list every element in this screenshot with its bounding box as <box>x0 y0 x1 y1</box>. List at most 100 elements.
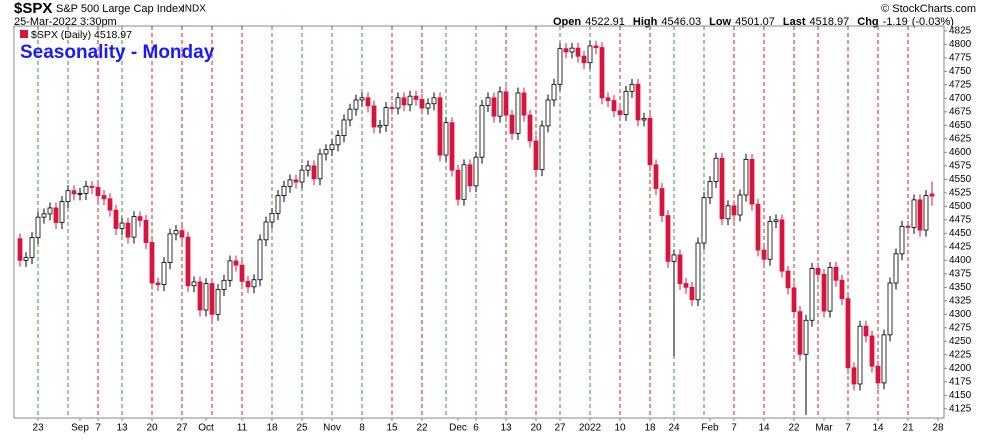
x-tick-label: 22 <box>788 423 800 434</box>
candle-body <box>221 279 227 290</box>
candle-body <box>893 253 899 284</box>
y-tick-label: 4375 <box>949 268 972 279</box>
x-tick-label: 13 <box>500 423 512 434</box>
candle-body <box>191 281 197 287</box>
candle-body <box>197 281 203 311</box>
chart-title: Seasonality - Monday <box>20 42 215 63</box>
candle-body <box>461 164 467 200</box>
quote-change-pct: (-0.03%) <box>912 16 954 28</box>
quote-value: 4518.97 <box>810 16 850 28</box>
candle-body <box>479 104 485 158</box>
candle-body <box>401 97 407 106</box>
copyright: © StockCharts.com <box>881 3 976 15</box>
candle-body <box>119 222 125 229</box>
x-tick-label: 15 <box>386 423 398 434</box>
timestamp: 25-Mar-2022 3:30pm <box>14 16 117 28</box>
x-tick-label: 18 <box>266 423 278 434</box>
y-tick-label: 4350 <box>949 282 972 293</box>
candle-body <box>335 135 341 146</box>
candle-body <box>419 99 425 109</box>
y-tick-label: 4525 <box>949 187 972 198</box>
candle-body <box>593 45 599 48</box>
y-tick-label: 4700 <box>949 93 972 104</box>
legend-entry: $SPX (Daily) 4518.97 <box>31 29 132 41</box>
candle-body <box>65 190 71 202</box>
candle-body <box>767 221 773 260</box>
y-tick-label: 4125 <box>949 403 972 414</box>
candle-body <box>317 153 323 180</box>
quote: Open 4522.91 High 4546.03 Low 4501.07 Last 4518… <box>553 16 954 28</box>
candle-body <box>791 287 797 313</box>
candle-body <box>347 108 353 121</box>
candle-body <box>707 181 713 199</box>
quote-value: -1.19 <box>883 16 908 28</box>
candle-body <box>257 239 263 281</box>
candle-body <box>719 157 725 220</box>
y-tick-label: 4550 <box>949 174 972 185</box>
candle-body <box>107 198 113 211</box>
candle-body <box>641 117 647 121</box>
candle-body <box>131 216 137 238</box>
quote-label: Chg <box>857 16 878 28</box>
x-tick-label: 28 <box>932 423 944 434</box>
candle-body <box>305 165 311 171</box>
candle-body <box>287 179 293 187</box>
candle-body <box>359 97 365 101</box>
candle-body <box>167 233 173 263</box>
candle-body <box>227 260 233 281</box>
candle-body <box>869 335 875 367</box>
y-tick-label: 4200 <box>949 363 972 374</box>
candle-body <box>239 264 245 282</box>
candle-body <box>485 97 491 106</box>
candle-body <box>803 319 809 355</box>
candle-body <box>77 192 83 195</box>
y-tick-label: 4275 <box>949 322 972 333</box>
candle-body <box>203 283 209 311</box>
x-tick-label: 23 <box>32 423 44 434</box>
candle-body <box>695 242 701 301</box>
candle-body <box>785 270 791 289</box>
y-tick-label: 4400 <box>949 255 972 266</box>
candle-body <box>155 282 161 286</box>
candle-body <box>605 97 611 101</box>
candle-body <box>521 92 527 116</box>
y-tick-label: 4250 <box>949 336 972 347</box>
candle-body <box>773 219 779 222</box>
candle-body <box>539 125 545 171</box>
candle-body <box>263 221 269 241</box>
candle-body <box>365 97 371 107</box>
symbol-name: S&P 500 Large Cap Index <box>56 3 184 15</box>
quote-value: 4546.03 <box>661 16 701 28</box>
candle-body <box>143 219 149 243</box>
candle-body <box>749 158 755 205</box>
y-tick-label: 4575 <box>949 160 972 171</box>
candle-body <box>851 367 857 385</box>
candle-body <box>407 95 413 106</box>
candle-body <box>875 365 881 384</box>
candle-body <box>701 197 707 244</box>
x-tick-label: 8 <box>359 423 365 434</box>
candle-body <box>815 268 821 275</box>
x-tick-label: 27 <box>554 423 566 434</box>
candle-body <box>125 222 131 238</box>
candle-body <box>545 99 551 127</box>
y-tick-label: 4600 <box>949 147 972 158</box>
candle-body <box>395 97 401 109</box>
candle-body <box>581 55 587 64</box>
candle-body <box>179 230 185 238</box>
candle-body <box>251 279 257 288</box>
y-tick-label: 4775 <box>949 52 972 63</box>
x-tick-label: 11 <box>237 423 248 434</box>
candle-body <box>431 97 437 105</box>
candle-body <box>659 188 665 216</box>
candle-body <box>899 225 905 255</box>
candle-body <box>389 107 395 109</box>
candle-body <box>863 325 869 337</box>
candle-body <box>53 207 59 223</box>
candle-body <box>371 105 377 128</box>
candle-body <box>677 254 683 284</box>
x-tick-label: 13 <box>116 423 128 434</box>
x-tick-label: 7 <box>845 423 851 434</box>
candle-body <box>617 110 623 115</box>
